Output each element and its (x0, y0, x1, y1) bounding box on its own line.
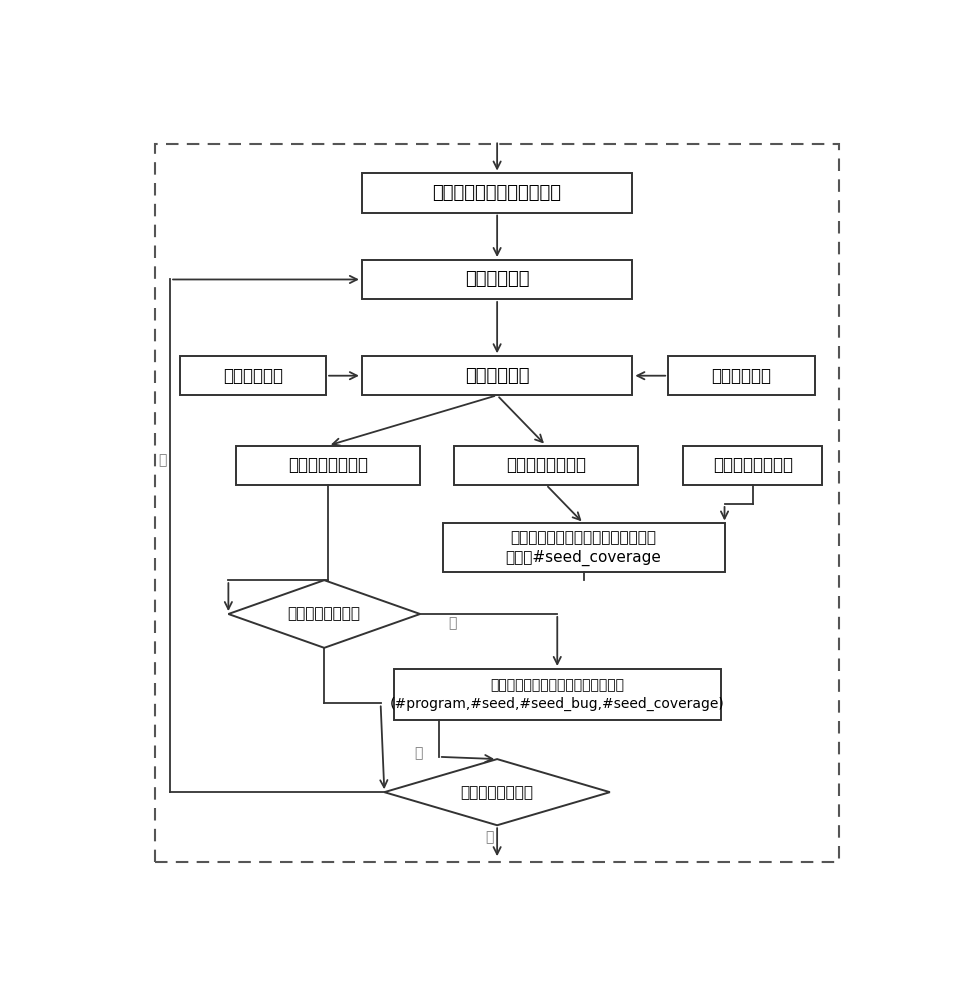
FancyBboxPatch shape (361, 356, 632, 395)
FancyBboxPatch shape (453, 446, 638, 485)
Text: 测试软件、输入样本和参数: 测试软件、输入样本和参数 (432, 184, 561, 202)
Text: 是: 是 (414, 746, 422, 760)
Text: 更新测试软件及输入样本的异常信息
(#program,#seed,#seed_bug,#seed_coverage): 更新测试软件及输入样本的异常信息 (#program,#seed,#seed_b… (390, 678, 724, 711)
Text: 程序是否正常结束: 程序是否正常结束 (288, 607, 360, 622)
Text: 更新测试软件当前输入种子样本文件
覆盖率#seed_coverage: 更新测试软件当前输入种子样本文件 覆盖率#seed_coverage (505, 530, 661, 566)
FancyBboxPatch shape (682, 446, 822, 485)
FancyBboxPatch shape (179, 356, 326, 395)
FancyBboxPatch shape (442, 523, 724, 572)
Text: 是: 是 (158, 453, 167, 467)
Text: 是否有未测试样本: 是否有未测试样本 (460, 785, 533, 800)
Text: 否: 否 (448, 616, 455, 630)
Text: 模糊测试执行: 模糊测试执行 (464, 367, 529, 385)
Polygon shape (228, 580, 420, 648)
Text: 测试样本生成: 测试样本生成 (464, 270, 529, 288)
Text: 程序静态白盒信息: 程序静态白盒信息 (712, 456, 792, 474)
Text: 程序执行状态输出: 程序执行状态输出 (288, 456, 367, 474)
FancyBboxPatch shape (668, 356, 814, 395)
FancyBboxPatch shape (393, 669, 720, 720)
Text: 插桩程序执行: 插桩程序执行 (710, 367, 770, 385)
Polygon shape (384, 759, 610, 825)
FancyBboxPatch shape (361, 173, 632, 213)
FancyBboxPatch shape (361, 260, 632, 299)
Text: 测试监控程序: 测试监控程序 (223, 367, 283, 385)
FancyBboxPatch shape (235, 446, 420, 485)
Text: 否: 否 (484, 830, 493, 844)
Text: 执行白盒信息统计: 执行白盒信息统计 (506, 456, 585, 474)
